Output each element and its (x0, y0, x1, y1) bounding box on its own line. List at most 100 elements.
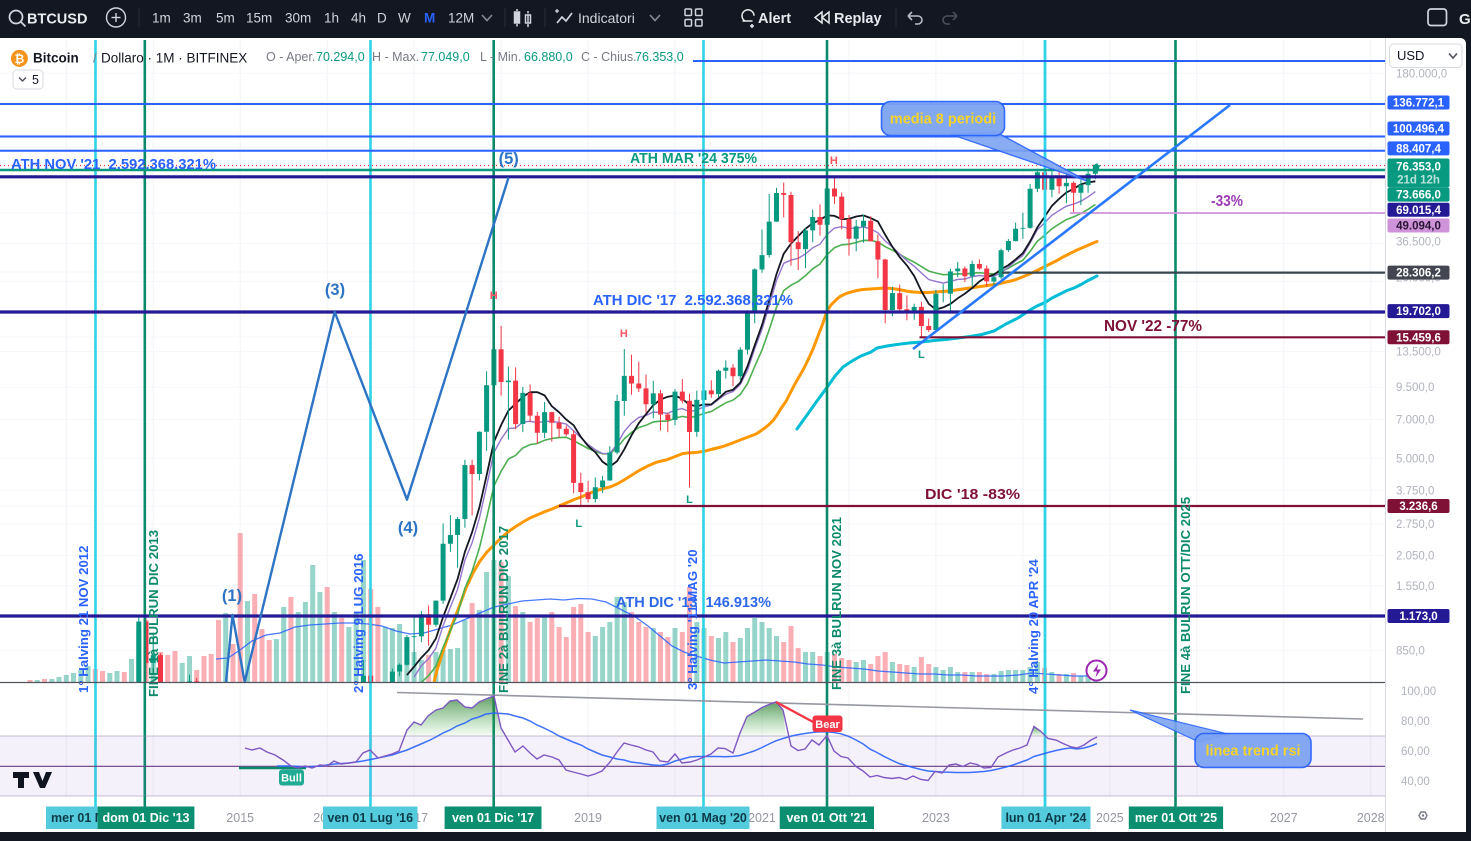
svg-text:₿: ₿ (15, 52, 25, 66)
svg-text:4h: 4h (351, 11, 366, 26)
svg-text:1h: 1h (324, 11, 339, 26)
svg-text:77.049,0: 77.049,0 (421, 50, 470, 64)
svg-text:ven 01 Dic '17: ven 01 Dic '17 (452, 811, 534, 825)
svg-text:76.353,0: 76.353,0 (1396, 162, 1441, 174)
svg-text:lun 01 Apr '24: lun 01 Apr '24 (1005, 811, 1086, 825)
svg-text:mer 01 M: mer 01 M (51, 811, 105, 825)
svg-text:3.236,6: 3.236,6 (1399, 501, 1437, 513)
svg-text:Dollaro · 1M · BITFINEX: Dollaro · 1M · BITFINEX (101, 51, 247, 66)
svg-text:13.500,0: 13.500,0 (1396, 347, 1441, 359)
svg-text:136.772,1: 136.772,1 (1393, 98, 1445, 110)
svg-text:88.407,4: 88.407,4 (1396, 143, 1441, 155)
svg-text:FINE 3à BULRUN NOV 2021: FINE 3à BULRUN NOV 2021 (829, 517, 844, 690)
svg-text:G: G (1459, 11, 1471, 28)
svg-text:49.094,0: 49.094,0 (1396, 221, 1441, 233)
svg-text:2028: 2028 (1357, 811, 1385, 825)
svg-text:21d 12h: 21d 12h (1397, 175, 1440, 187)
svg-text:Bear: Bear (815, 719, 840, 731)
svg-text:L - Min.: L - Min. (480, 50, 521, 64)
svg-text:80,00: 80,00 (1401, 716, 1430, 728)
svg-text:2027: 2027 (1270, 811, 1298, 825)
svg-text:100.496,4: 100.496,4 (1393, 124, 1445, 136)
svg-text:5: 5 (32, 73, 39, 87)
svg-text:media 8 periodi: media 8 periodi (890, 112, 996, 128)
svg-text:NOV '22 -77%: NOV '22 -77% (1104, 318, 1202, 335)
svg-text:2° Halving 9 LUG 2016: 2° Halving 9 LUG 2016 (351, 554, 366, 693)
svg-text:W: W (398, 11, 411, 26)
svg-text:180.000,0: 180.000,0 (1396, 68, 1447, 80)
svg-text:7.000,0: 7.000,0 (1396, 415, 1434, 427)
svg-text:69.015,4: 69.015,4 (1396, 205, 1441, 217)
svg-text:70.294,0: 70.294,0 (316, 50, 365, 64)
svg-text:O - Aper.: O - Aper. (266, 50, 315, 64)
svg-text:36.500,0: 36.500,0 (1396, 237, 1441, 249)
svg-text:Bull: Bull (281, 773, 302, 785)
svg-text:30m: 30m (285, 11, 311, 26)
svg-text:Bitcoin: Bitcoin (33, 51, 79, 66)
svg-text:15m: 15m (246, 11, 272, 26)
svg-text:ATH DIC '17 2.592.368,321%: ATH DIC '17 2.592.368,321% (593, 292, 793, 309)
svg-text:2015: 2015 (226, 811, 254, 825)
svg-text:12M: 12M (448, 11, 474, 26)
svg-text:(4): (4) (398, 519, 418, 537)
svg-text:850,0: 850,0 (1396, 646, 1425, 658)
svg-text:(5): (5) (499, 150, 519, 168)
svg-text:DIC '18 -83%: DIC '18 -83% (925, 486, 1020, 503)
svg-text:66.880,0: 66.880,0 (524, 50, 573, 64)
svg-text:C - Chius.: C - Chius. (581, 50, 637, 64)
svg-text:1.550,0: 1.550,0 (1396, 581, 1434, 593)
svg-text:/: / (93, 51, 97, 66)
svg-text:mer 01 Ott '25: mer 01 Ott '25 (1135, 811, 1217, 825)
svg-text:L: L (575, 518, 582, 530)
svg-text:BTCUSD: BTCUSD (27, 12, 87, 28)
svg-text:2025: 2025 (1096, 811, 1124, 825)
svg-text:M: M (424, 11, 435, 26)
svg-text:76.353,0: 76.353,0 (635, 50, 684, 64)
svg-text:15.459,6: 15.459,6 (1396, 332, 1441, 344)
svg-text:FINE 4à BULRUN OTT/DIC 2025: FINE 4à BULRUN OTT/DIC 2025 (1178, 497, 1193, 694)
svg-text:60,00: 60,00 (1401, 746, 1430, 758)
svg-text:(1): (1) (222, 587, 242, 605)
svg-text:19.702,0: 19.702,0 (1396, 306, 1441, 318)
svg-text:ATH MAR '24 375%: ATH MAR '24 375% (630, 150, 757, 167)
svg-text:ATH DIC '13 146.913%: ATH DIC '13 146.913% (616, 594, 771, 611)
svg-text:2.050,0: 2.050,0 (1396, 551, 1434, 563)
svg-text:1.173,0: 1.173,0 (1399, 611, 1437, 623)
svg-text:L: L (686, 494, 693, 506)
svg-text:ven 01 Lug '16: ven 01 Lug '16 (327, 811, 413, 825)
svg-text:9.500,0: 9.500,0 (1396, 382, 1434, 394)
svg-text:73.666,0: 73.666,0 (1396, 190, 1441, 202)
svg-text:2023: 2023 (922, 811, 950, 825)
svg-text:100,00: 100,00 (1401, 686, 1436, 698)
svg-text:40,00: 40,00 (1401, 776, 1430, 788)
svg-text:2.750,0: 2.750,0 (1396, 519, 1434, 531)
svg-text:FINE 2à BULRUN DIC 2017: FINE 2à BULRUN DIC 2017 (496, 526, 511, 693)
svg-text:USD: USD (1397, 48, 1424, 63)
svg-text:ven 01 Ott '21: ven 01 Ott '21 (786, 811, 867, 825)
svg-text:-33%: -33% (1211, 193, 1243, 210)
svg-text:ven 01 Mag '20: ven 01 Mag '20 (659, 811, 747, 825)
svg-text:3m: 3m (183, 11, 202, 26)
svg-text:(3): (3) (325, 281, 345, 299)
svg-text:L: L (918, 349, 925, 361)
svg-text:H: H (830, 155, 838, 167)
svg-text:4° Halving 20 APR '24: 4° Halving 20 APR '24 (1026, 559, 1041, 694)
svg-text:28.306,2: 28.306,2 (1396, 268, 1441, 280)
svg-text:H - Max.: H - Max. (372, 50, 419, 64)
svg-text:dom 01 Dic '13: dom 01 Dic '13 (102, 811, 189, 825)
svg-text:2021: 2021 (748, 811, 776, 825)
svg-text:FINE 1à BULRUN DIC 2013: FINE 1à BULRUN DIC 2013 (146, 530, 161, 697)
svg-text:Replay: Replay (834, 11, 882, 27)
svg-text:H: H (490, 290, 498, 302)
svg-text:linea trend rsi: linea trend rsi (1205, 744, 1300, 760)
svg-text:D: D (377, 11, 387, 26)
svg-text:1° Halving 21 NOV 2012: 1° Halving 21 NOV 2012 (76, 546, 91, 693)
svg-text:ATH NOV '21 2.592.368.321%: ATH NOV '21 2.592.368.321% (11, 156, 216, 173)
svg-text:3° Halving '11 MAG '20: 3° Halving '11 MAG '20 (685, 549, 700, 690)
svg-text:5m: 5m (216, 11, 235, 26)
svg-text:5.000,0: 5.000,0 (1396, 453, 1434, 465)
svg-text:1m: 1m (152, 11, 171, 26)
svg-text:Alert: Alert (758, 11, 791, 27)
svg-text:2019: 2019 (574, 811, 602, 825)
svg-text:H: H (620, 328, 628, 340)
